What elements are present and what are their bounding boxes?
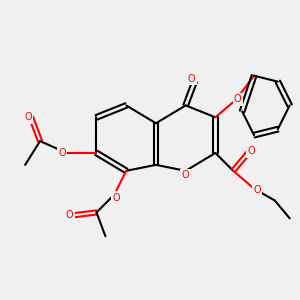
Text: O: O [24,112,32,122]
Text: O: O [182,170,190,180]
Text: O: O [253,185,261,195]
Text: O: O [112,193,120,202]
Text: O: O [247,146,255,157]
Text: O: O [66,210,74,220]
Text: O: O [188,74,195,84]
Text: O: O [58,148,66,158]
Text: O: O [234,94,242,104]
